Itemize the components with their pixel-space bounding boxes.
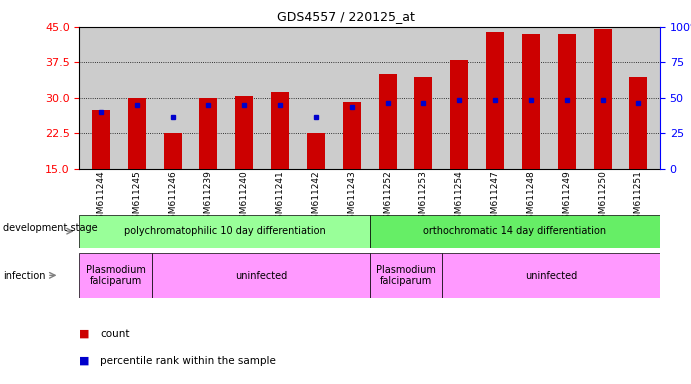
Bar	[92, 110, 110, 169]
Bar	[370, 253, 442, 298]
Bar	[522, 34, 540, 169]
Bar	[79, 215, 370, 248]
Text: orthochromatic 14 day differentiation: orthochromatic 14 day differentiation	[423, 226, 607, 237]
Bar	[415, 77, 433, 169]
Bar	[271, 92, 289, 169]
Text: GDS4557 / 220125_at: GDS4557 / 220125_at	[276, 10, 415, 23]
Bar	[236, 96, 253, 169]
Text: Plasmodium
falciparum: Plasmodium falciparum	[86, 265, 146, 286]
Text: uninfected: uninfected	[235, 270, 287, 281]
Text: percentile rank within the sample: percentile rank within the sample	[100, 356, 276, 366]
Bar	[486, 31, 504, 169]
Text: infection: infection	[3, 270, 46, 281]
Text: development stage: development stage	[3, 222, 98, 233]
Bar	[164, 134, 182, 169]
Text: Plasmodium
falciparum: Plasmodium falciparum	[376, 265, 436, 286]
Bar	[451, 60, 468, 169]
Text: count: count	[100, 329, 130, 339]
Text: ■: ■	[79, 329, 90, 339]
Text: polychromatophilic 10 day differentiation: polychromatophilic 10 day differentiatio…	[124, 226, 325, 237]
Bar	[200, 98, 218, 169]
Bar	[630, 77, 647, 169]
Bar	[128, 98, 146, 169]
Bar	[343, 102, 361, 169]
Text: uninfected: uninfected	[525, 270, 577, 281]
Bar	[379, 74, 397, 169]
Bar	[594, 29, 612, 169]
Bar	[370, 215, 660, 248]
Bar	[79, 253, 152, 298]
Bar	[152, 253, 370, 298]
Bar	[558, 34, 576, 169]
Text: ■: ■	[79, 356, 90, 366]
Bar	[442, 253, 660, 298]
Bar	[307, 134, 325, 169]
